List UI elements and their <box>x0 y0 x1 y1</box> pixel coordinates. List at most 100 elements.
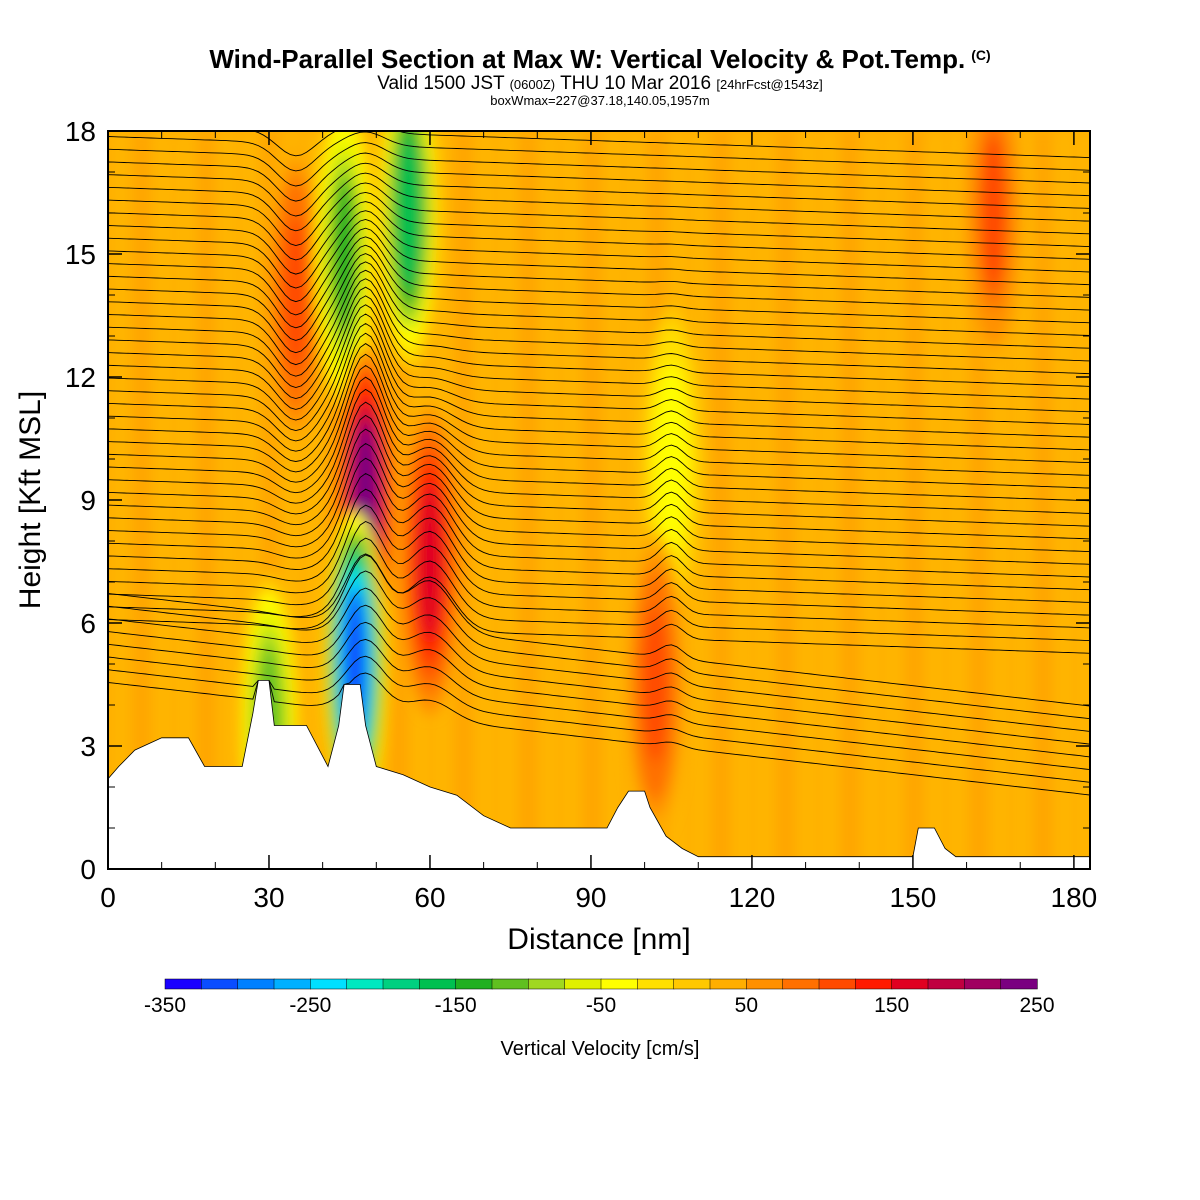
chart-subtitle-2: boxWmax=227@37.18,140.05,1957m <box>490 93 710 108</box>
theta-contour <box>108 604 1090 745</box>
colorbar-swatch <box>346 978 384 990</box>
field-stripe <box>137 131 146 869</box>
field-stripe <box>824 131 833 869</box>
theta-contour <box>108 227 1090 316</box>
field-stripe <box>781 131 790 869</box>
colorbar-tick-label: -50 <box>586 994 616 1017</box>
colorbar-label: Vertical Velocity [cm/s] <box>500 1038 700 1060</box>
forecast-info: [24hrFcst@1543z] <box>716 77 823 92</box>
field-stripe <box>631 131 640 869</box>
field-stripe <box>974 131 983 869</box>
field-stripe <box>287 131 296 869</box>
colorbar-swatch <box>855 978 893 990</box>
colorbar-swatch <box>237 978 275 990</box>
field-stripe <box>802 131 811 869</box>
field-stripe <box>180 131 189 869</box>
theta-contour <box>108 244 1090 341</box>
field-stripe <box>1017 131 1026 869</box>
theta-contour <box>108 442 1090 565</box>
terrain-profile <box>108 680 1090 869</box>
theta-contour <box>108 488 1090 603</box>
field-stripe <box>223 131 232 869</box>
theta-contour <box>108 414 1090 540</box>
colorbar-tick-label: -150 <box>435 994 477 1017</box>
theta-contour <box>108 621 1090 758</box>
theta-contour <box>108 343 1090 464</box>
theta-contour <box>108 520 1090 629</box>
y-tick-label: 9 <box>80 485 96 516</box>
field-stripe <box>309 131 318 869</box>
theta-contour <box>108 332 1090 452</box>
colorbar-swatch <box>709 978 747 990</box>
x-tick-label: 150 <box>890 882 937 913</box>
colorbar-swatch <box>382 978 420 990</box>
colorbar-swatch <box>273 978 311 990</box>
field-stripe <box>717 131 726 869</box>
theta-contour <box>108 182 1090 246</box>
downdraft-core <box>331 176 357 332</box>
y-tick-label: 15 <box>65 239 96 270</box>
theta-contour <box>108 570 1090 720</box>
theta-contour <box>108 457 1090 578</box>
theta-contour <box>108 388 1090 514</box>
updraft-core <box>417 484 443 639</box>
field-stripe <box>996 131 1005 869</box>
field-stripe <box>931 131 940 869</box>
colorbar-swatch <box>600 978 638 990</box>
theta-contour <box>108 210 1090 289</box>
colorbar-swatch <box>637 978 675 990</box>
downdraft-core <box>659 381 684 537</box>
terrain-mask <box>108 680 1090 869</box>
field-stripe <box>588 131 597 869</box>
colorbar-swatch <box>964 978 1002 990</box>
theta-contour <box>108 537 1090 642</box>
theta-contour <box>108 142 1090 187</box>
theta-contour <box>108 472 1090 591</box>
chart-title-text: Wind-Parallel Section at Max W: Vertical… <box>209 44 966 74</box>
updraft-core <box>643 607 668 762</box>
theta-contour <box>108 269 1090 377</box>
theta-contour <box>108 131 1090 172</box>
theta-contour <box>108 655 1090 783</box>
theta-contour <box>108 253 1090 354</box>
theta-contour <box>108 236 1090 329</box>
theta-contour <box>108 322 1090 442</box>
y-tick-label: 0 <box>80 854 96 885</box>
y-tick-label: 12 <box>65 362 96 393</box>
theta-contour <box>108 278 1090 388</box>
field-stripe <box>158 131 167 869</box>
theta-contour <box>108 191 1090 261</box>
field-stripe <box>609 131 618 869</box>
theta-contour <box>108 172 1090 232</box>
y-tick-label: 6 <box>80 608 96 639</box>
theta-contour <box>251 131 1090 159</box>
axes: 0 30 60 90 120 150 180 0 3 6 9 12 15 18 <box>65 116 1097 913</box>
colorbar-swatch <box>782 978 820 990</box>
theta-contour <box>108 313 1090 431</box>
theta-contour <box>108 201 1090 275</box>
field-stripe <box>566 131 575 869</box>
colorbar-swatch <box>673 978 711 990</box>
theta-contour <box>108 401 1090 527</box>
field-stripe <box>480 131 489 869</box>
updraft-core <box>283 217 309 373</box>
theta-contour <box>108 364 1090 489</box>
colorbar-tick-label: 250 <box>1019 994 1054 1017</box>
x-tick-label: 90 <box>575 882 606 913</box>
y-axis-label: Height [Kft MSL] <box>14 391 47 609</box>
theta-contour <box>108 638 1090 771</box>
colorbar-swatch <box>564 978 602 990</box>
colorbar-swatch <box>419 978 457 990</box>
field-stripe <box>523 131 532 869</box>
theta-contour <box>108 376 1090 502</box>
downdraft-core <box>396 135 421 291</box>
colorbar-swatch <box>927 978 965 990</box>
theta-contour <box>108 672 1090 796</box>
theta-contour <box>108 304 1090 421</box>
x-axis-label: Distance [nm] <box>507 923 690 956</box>
colorbar-swatch <box>455 978 493 990</box>
theta-contour <box>108 553 1090 707</box>
field-stripe <box>502 131 511 869</box>
colorbar-swatch <box>201 978 239 990</box>
